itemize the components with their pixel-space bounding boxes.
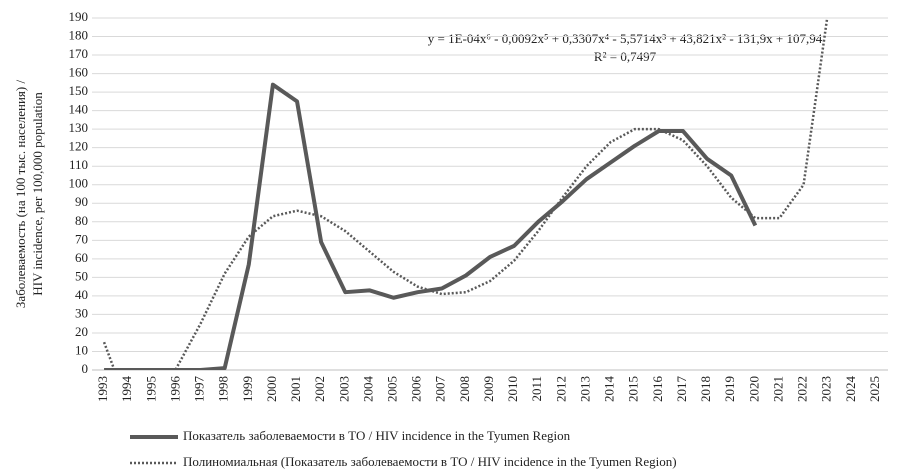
- y-tick-label: 150: [69, 83, 89, 98]
- x-tick-label: 2017: [674, 376, 689, 403]
- x-tick-label: 2014: [602, 376, 617, 403]
- x-tick-label: 2018: [698, 376, 713, 402]
- y-tick-label: 190: [69, 9, 89, 24]
- x-tick-label: 1994: [119, 376, 134, 403]
- x-tick-label: 1995: [143, 376, 158, 402]
- x-tick-label: 2024: [843, 376, 858, 403]
- y-tick-label: 170: [69, 46, 89, 61]
- y-tick-label: 70: [75, 231, 88, 246]
- x-tick-label: 2006: [409, 376, 424, 403]
- x-tick-label: 2001: [288, 376, 303, 402]
- y-axis-label: Заболеваемость (на 100 тыс. населения) /: [13, 80, 28, 309]
- x-tick-label: 1998: [216, 376, 231, 402]
- x-tick-label: 2005: [384, 376, 399, 402]
- x-tick-label: 1997: [192, 376, 207, 403]
- y-tick-label: 160: [69, 65, 89, 80]
- x-tick-label: 2022: [795, 376, 810, 402]
- equation: y = 1E-04x⁶ - 0,0092x⁵ + 0,3307x⁴ - 5,57…: [428, 31, 823, 46]
- x-tick-label: 2015: [626, 376, 641, 402]
- y-tick-label: 30: [75, 305, 88, 320]
- x-tick-label: 1996: [167, 376, 182, 403]
- y-tick-label: 130: [69, 120, 89, 135]
- x-tick-label: 2003: [336, 376, 351, 402]
- x-tick-label: 2016: [650, 376, 665, 403]
- legend-label: Показатель заболеваемости в ТО / HIV inc…: [183, 428, 571, 443]
- x-tick-label: 2012: [553, 376, 568, 402]
- y-tick-label: 120: [69, 139, 89, 154]
- x-tick-label: 2004: [360, 376, 375, 403]
- y-tick-label: 140: [69, 102, 89, 117]
- x-tick-label: 2000: [264, 376, 279, 402]
- y-tick-label: 10: [75, 342, 88, 357]
- y-tick-label: 80: [75, 213, 88, 228]
- x-tick-label: 2007: [433, 376, 448, 403]
- x-tick-label: 2009: [481, 376, 496, 402]
- y-tick-label: 100: [69, 176, 89, 191]
- legend-label: Полиномиальная (Показатель заболеваемост…: [183, 454, 677, 469]
- data-line: [104, 82, 758, 370]
- y-tick-label: 40: [75, 287, 88, 302]
- x-tick-label: 2023: [819, 376, 834, 402]
- x-tick-label: 1993: [95, 376, 110, 402]
- x-tick-label: 2008: [457, 376, 472, 402]
- plot-area: [102, 18, 829, 370]
- x-tick-label: 2010: [505, 376, 520, 402]
- x-tick-label: 2002: [312, 376, 327, 402]
- y-tick-label: 20: [75, 324, 88, 339]
- x-tick-label: 2011: [529, 376, 544, 402]
- y-tick-label: 60: [75, 250, 88, 265]
- x-tick-label: 2025: [867, 376, 882, 402]
- r-squared: R² = 0,7497: [594, 49, 657, 64]
- x-tick-label: 2020: [746, 376, 761, 402]
- x-tick-label: 2019: [722, 376, 737, 402]
- y-tick-label: 110: [69, 157, 88, 172]
- y-tick-label: 50: [75, 268, 88, 283]
- x-tick-label: 2021: [770, 376, 785, 402]
- y-tick-label: 180: [69, 28, 89, 43]
- x-tick-label: 1999: [240, 376, 255, 402]
- y-tick-label: 90: [75, 194, 88, 209]
- y-tick-label: 0: [82, 361, 89, 376]
- y-axis-label: HIV incidence, per 100,000 population: [30, 92, 45, 296]
- x-tick-label: 2013: [577, 376, 592, 402]
